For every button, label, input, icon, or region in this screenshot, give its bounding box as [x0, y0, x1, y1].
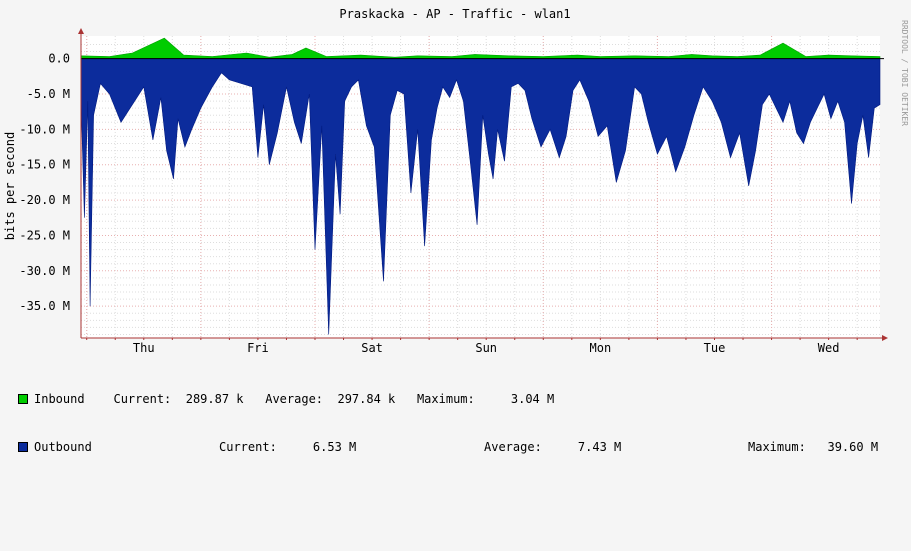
series-layer	[80, 37, 881, 335]
x-tick-label: Sun	[475, 341, 497, 355]
outbound-current-label: Current:	[219, 440, 277, 454]
outbound-maximum: 39.60 M	[827, 440, 879, 454]
outbound-name: Outbound	[34, 440, 92, 454]
y-tick-label: -10.0 M	[19, 122, 70, 136]
legend: Inbound Current: 289.87 k Average: 297.8…	[18, 359, 908, 471]
inbound-average-label: Average:	[265, 392, 324, 406]
legend-outbound: Outbound Current: 6.53 M Average: 7.43 M…	[18, 439, 908, 455]
y-tick-label: -30.0 M	[19, 264, 70, 278]
inbound-maximum: 3.04 M	[510, 392, 555, 406]
y-axis-arrow	[78, 28, 84, 34]
inbound-average: 297.84 k	[337, 392, 396, 406]
inbound-current: 289.87 k	[185, 392, 244, 406]
outbound-average-label: Average:	[484, 440, 542, 454]
x-axis-arrow	[882, 335, 888, 341]
y-tick-label: -5.0 M	[27, 87, 70, 101]
y-axis-label: bits per second	[3, 132, 17, 240]
y-tick-label: -25.0 M	[19, 228, 70, 242]
x-tick-label: Sat	[361, 341, 383, 355]
outbound-current: 6.53 M	[312, 440, 357, 454]
chart-title: Praskacka - AP - Traffic - wlan1	[339, 7, 570, 21]
x-tick-labels: Thu Fri Sat Sun Mon Tue Wed	[133, 341, 840, 355]
y-tick-label: -35.0 M	[19, 299, 70, 313]
axes	[78, 28, 888, 341]
x-tick-label: Thu	[133, 341, 155, 355]
outbound-swatch	[18, 442, 28, 452]
inbound-area	[80, 37, 881, 59]
x-tick-label: Mon	[590, 341, 612, 355]
inbound-name: Inbound	[34, 392, 85, 406]
y-tick-label: -15.0 M	[19, 158, 70, 172]
legend-inbound: Inbound Current: 289.87 k Average: 297.8…	[18, 391, 908, 407]
x-tick-label: Tue	[704, 341, 726, 355]
outbound-average: 7.43 M	[577, 440, 622, 454]
inbound-maximum-label: Maximum:	[416, 392, 475, 406]
x-tick-label: Wed	[818, 341, 840, 355]
inbound-swatch	[18, 394, 28, 404]
y-tick-label: -20.0 M	[19, 193, 70, 207]
x-tick-label: Fri	[247, 341, 269, 355]
y-tick-label: 0.0	[48, 52, 70, 66]
watermark: RRDTOOL / TOBI OETIKER	[900, 20, 909, 126]
outbound-area	[80, 58, 881, 335]
inbound-current-label: Current:	[113, 392, 172, 406]
traffic-chart: Praskacka - AP - Traffic - wlan1 bits pe…	[3, 7, 909, 355]
y-tick-labels: 0.0 -5.0 M -10.0 M -15.0 M -20.0 M -25.0 M -30…	[19, 52, 70, 314]
outbound-maximum-label: Maximum:	[748, 440, 806, 454]
